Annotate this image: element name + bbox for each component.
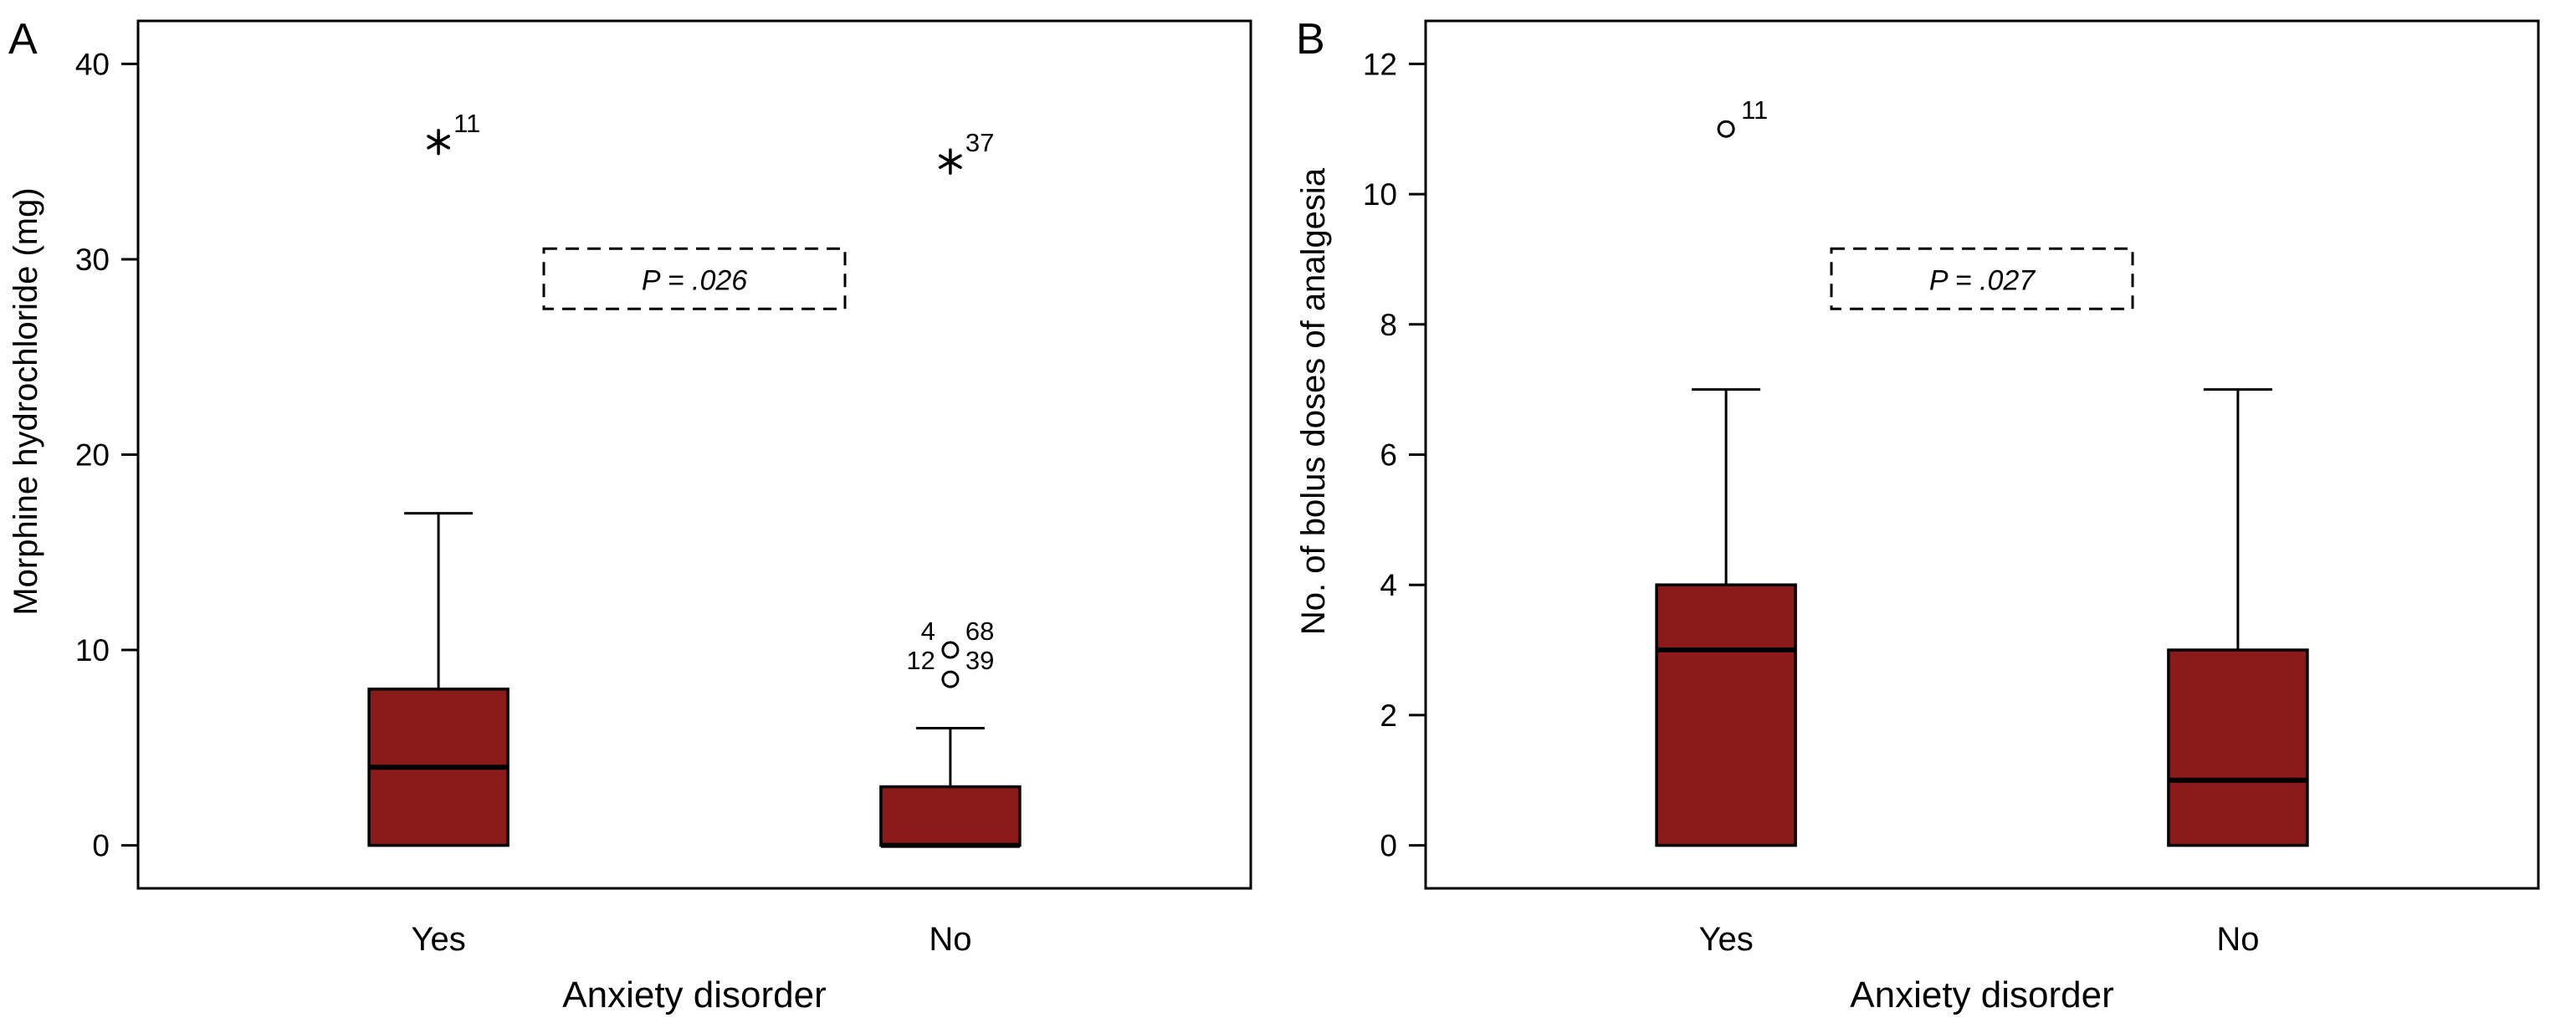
y-axis-tick-label: 6 bbox=[1380, 438, 1397, 473]
y-axis-tick-label: 0 bbox=[92, 829, 110, 863]
outlier-case-label: 4 bbox=[921, 616, 935, 646]
boxplot-canvas-b: B 0 2 4 6 8 10 12 No. of bolus doses of analgesi… bbox=[1295, 15, 2540, 1015]
y-axis-tick-label: 30 bbox=[75, 243, 110, 277]
y-axis-tick-label: 12 bbox=[1363, 47, 1397, 81]
y-axis-tick-label: 20 bbox=[75, 438, 110, 473]
y-axis-tick-label: 10 bbox=[1363, 177, 1397, 212]
outlier-case-label: 12 bbox=[906, 646, 935, 675]
outlier-circle-marker bbox=[1717, 120, 1735, 138]
panel-label: A bbox=[8, 15, 38, 64]
y-axis-title: No. of bolus doses of analgesia bbox=[1295, 167, 1332, 635]
y-axis-tick-label: 8 bbox=[1380, 308, 1397, 342]
plot-frame bbox=[1424, 19, 2540, 890]
box-no bbox=[879, 785, 1022, 847]
panel-b-bolus-doses-boxplot: B 0 2 4 6 8 10 12 No. of bolus doses of analgesi… bbox=[1288, 0, 2575, 1018]
y-axis-tick-label: 0 bbox=[1380, 829, 1397, 863]
outlier-case-label: 37 bbox=[965, 128, 994, 157]
y-axis-title: Morphine hydrochloride (mg) bbox=[8, 187, 44, 615]
panel-label: B bbox=[1296, 15, 1325, 64]
outlier-case-label: 11 bbox=[453, 109, 480, 138]
p-value-text: P = .026 bbox=[642, 264, 747, 296]
y-axis-tick-label: 10 bbox=[75, 633, 110, 668]
y-axis-tick-label: 40 bbox=[75, 47, 110, 81]
x-axis-title: Anxiety disorder bbox=[1850, 975, 2113, 1015]
y-axis-tick-label: 4 bbox=[1380, 568, 1397, 602]
y-axis-tick-label: 2 bbox=[1380, 698, 1397, 733]
p-value-box bbox=[542, 247, 847, 310]
outlier-case-label: 11 bbox=[1741, 95, 1768, 125]
boxplot-canvas-a: A 0 10 20 30 40 Morphine hydrochloride (mg) 11 3… bbox=[8, 15, 1252, 1015]
outlier-circle-marker bbox=[941, 641, 960, 659]
x-category-label: No bbox=[2216, 921, 2259, 958]
outlier-asterisk-marker bbox=[939, 154, 962, 169]
x-category-label: No bbox=[929, 921, 971, 958]
panel-a-morphine-boxplot: A 0 10 20 30 40 Morphine hydrochloride (mg) 11 3… bbox=[8, 15, 1252, 1015]
outlier-circle-marker bbox=[941, 670, 960, 688]
x-category-label: Yes bbox=[1698, 921, 1753, 958]
x-category-label: Yes bbox=[411, 921, 465, 958]
outlier-case-label: 68 bbox=[965, 616, 994, 646]
outlier-asterisk-marker bbox=[427, 135, 450, 150]
p-value-text: P = .027 bbox=[1929, 264, 2036, 296]
box-yes bbox=[1655, 583, 1797, 847]
p-value-box bbox=[1830, 247, 2134, 310]
box-no bbox=[2167, 648, 2309, 847]
plot-frame bbox=[136, 19, 1252, 890]
x-axis-title: Anxiety disorder bbox=[562, 975, 826, 1015]
outlier-case-label: 39 bbox=[965, 646, 994, 675]
